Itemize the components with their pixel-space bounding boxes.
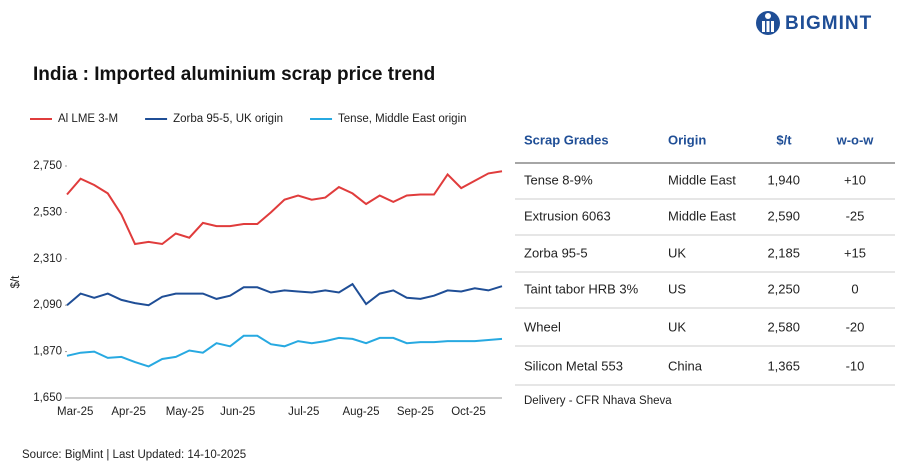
legend-label: Zorba 95-5, UK origin [173,113,283,125]
x-tick-label: May-25 [166,406,204,418]
table-cell: Wheel [524,319,561,334]
table-cell: Zorba 95-5 [524,245,588,260]
table-cell: Extrusion 6063 [524,208,611,223]
series-line [66,334,503,368]
table-cell: Silicon Metal 553 [524,358,623,373]
series-line [66,282,503,307]
legend-label: Tense, Middle East origin [338,113,466,125]
logo-icon [756,11,780,35]
table-cell: 2,185 [767,245,800,260]
table-cell: Middle East [668,208,736,223]
table-cell: Taint tabor HRB 3% [524,281,639,296]
table-cell: 1,940 [767,172,800,187]
chart-title: India : Imported aluminium scrap price t… [33,64,435,85]
table-cell: 1,365 [767,358,800,373]
table-header: w-o-w [836,132,875,147]
y-tick-label: 1,870 [33,346,62,358]
y-tick-label: 2,090 [33,299,62,311]
table-cell: +10 [844,172,866,187]
table-cell: -25 [846,208,865,223]
y-tick-label: 1,650 [33,392,62,404]
table-cell: Middle East [668,172,736,187]
x-tick-label: Oct-25 [451,406,486,418]
y-tick-label: 2,530 [33,206,62,218]
table-cell: -10 [846,358,865,373]
table-cell: 2,250 [767,281,800,296]
logo-text: BIGMINT [785,13,872,34]
y-axis-label: $/t [10,275,22,289]
table-header: $/t [776,132,792,147]
legend-label: Al LME 3-M [58,113,118,125]
table-cell: UK [668,245,686,260]
table-header: Origin [668,132,706,147]
table-cell: China [668,358,703,373]
x-tick-label: Jun-25 [220,406,255,418]
y-tick-label: 2,750 [33,160,62,172]
table-cell: 2,580 [767,319,800,334]
table-cell: Tense 8-9% [524,172,593,187]
series-line [66,170,503,246]
table-header: Scrap Grades [524,132,609,147]
source: Source: BigMint | Last Updated: 14-10-20… [22,449,246,461]
x-tick-label: Aug-25 [342,406,379,418]
table-cell: 2,590 [767,208,800,223]
x-tick-label: Apr-25 [111,406,146,418]
table-cell: 0 [851,281,858,296]
x-tick-label: Mar-25 [57,406,93,418]
x-tick-label: Jul-25 [288,406,319,418]
table-note: Delivery - CFR Nhava Sheva [524,395,672,407]
table-cell: UK [668,319,686,334]
table-cell: US [668,281,686,296]
table-cell: +15 [844,245,866,260]
x-tick-label: Sep-25 [397,406,434,418]
table-cell: -20 [846,319,865,334]
y-tick-label: 2,310 [33,253,62,265]
